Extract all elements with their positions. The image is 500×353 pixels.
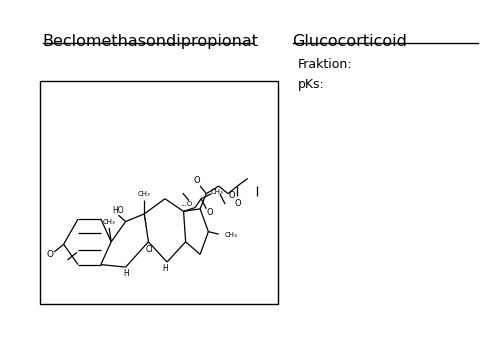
Text: H: H: [123, 269, 128, 278]
Text: O: O: [206, 208, 212, 217]
Text: Fraktion:: Fraktion:: [298, 58, 352, 71]
Text: Beclomethasondipropionat: Beclomethasondipropionat: [42, 34, 258, 48]
Text: Cl: Cl: [146, 245, 153, 255]
Text: O: O: [194, 176, 200, 185]
Text: Glucocorticoid: Glucocorticoid: [292, 34, 408, 48]
Text: CH₃: CH₃: [138, 191, 150, 197]
Text: H: H: [162, 264, 168, 273]
Text: CH₃: CH₃: [225, 232, 237, 238]
Text: O: O: [46, 251, 54, 259]
Bar: [40, 81, 278, 304]
Text: CH₃: CH₃: [102, 219, 116, 225]
Text: O: O: [229, 191, 235, 200]
Text: CH₃: CH₃: [210, 190, 223, 195]
Text: HO: HO: [112, 207, 124, 215]
Text: pKs:: pKs:: [298, 78, 324, 91]
Text: ...O: ...O: [180, 201, 192, 207]
Text: O: O: [234, 199, 240, 208]
